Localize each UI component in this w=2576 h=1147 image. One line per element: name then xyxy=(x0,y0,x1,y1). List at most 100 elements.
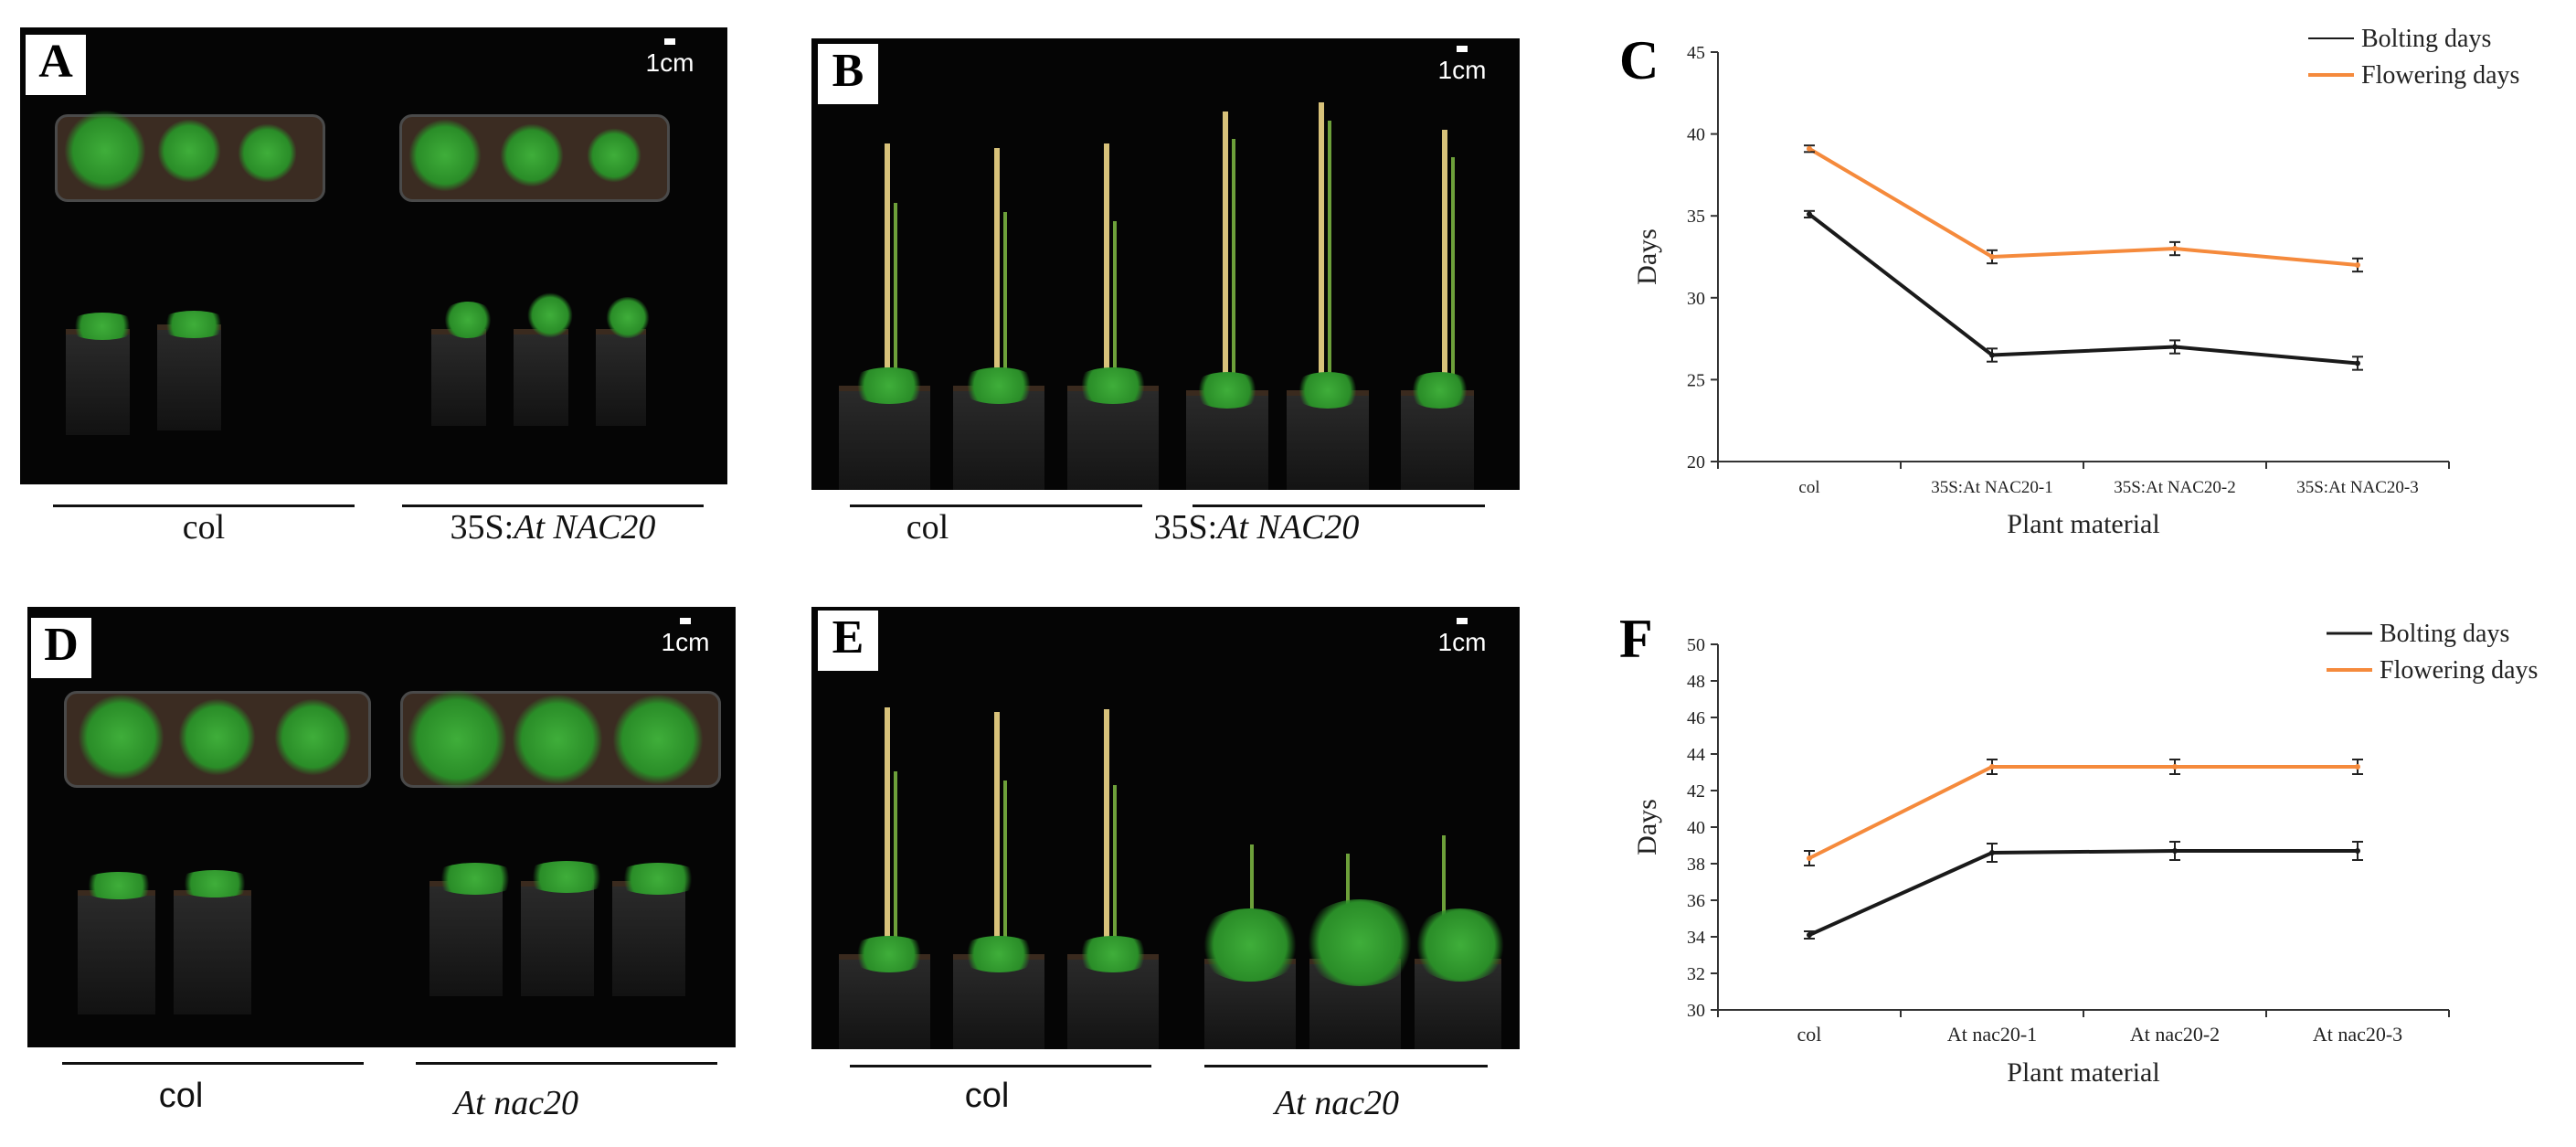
y-tick-label: 30 xyxy=(1687,1001,1705,1021)
legend-label: Bolting days xyxy=(2380,620,2509,648)
rosette xyxy=(174,870,256,897)
data-point xyxy=(1807,932,1812,938)
stake xyxy=(994,712,1000,982)
panel-a-transgenic-label: 35S:At NAC20 xyxy=(402,507,704,547)
shoot xyxy=(1451,157,1455,418)
data-point xyxy=(1807,211,1812,218)
shoot xyxy=(1442,835,1446,982)
data-point xyxy=(1989,850,1995,855)
x-tick-label: col xyxy=(1797,1023,1822,1046)
y-tick-label: 20 xyxy=(1687,452,1705,473)
y-tick-label: 42 xyxy=(1687,781,1705,802)
data-point xyxy=(1989,764,1995,770)
stake xyxy=(885,143,890,418)
x-tick-label: At nac20-3 xyxy=(2313,1023,2402,1046)
rosette xyxy=(429,863,521,895)
rosette xyxy=(157,119,221,183)
pot xyxy=(78,890,155,1014)
rosette xyxy=(605,297,651,338)
pot xyxy=(66,329,130,435)
panel-e-mutant-underline xyxy=(1204,1065,1488,1067)
rosette xyxy=(958,936,1040,972)
x-axis-label: Plant material xyxy=(2007,509,2159,539)
y-tick-label: 36 xyxy=(1687,891,1705,911)
rosette xyxy=(78,872,160,899)
shoot xyxy=(894,203,897,418)
pot xyxy=(157,324,221,430)
rosette xyxy=(407,689,507,790)
panel-b-col-label: col xyxy=(906,508,949,547)
pot xyxy=(174,890,251,1014)
stake xyxy=(1319,102,1324,422)
rosette xyxy=(848,936,930,972)
stake xyxy=(1104,143,1109,418)
legend-label: Bolting days xyxy=(2361,25,2491,53)
rosette xyxy=(521,861,612,893)
rosette xyxy=(440,302,495,338)
y-tick-label: 48 xyxy=(1687,672,1705,692)
panel-b-transgenic-underline xyxy=(1193,504,1485,507)
data-point xyxy=(2172,344,2178,350)
caption-gene: At NAC20 xyxy=(1217,508,1360,547)
series-line-flowering-days xyxy=(1807,147,2359,267)
panel-e-letter: E xyxy=(818,611,878,671)
panel-c-letter: C xyxy=(1619,30,1659,90)
shoot xyxy=(1003,212,1007,418)
series-line-flowering-days xyxy=(1808,765,2358,860)
panel-a-letter: A xyxy=(26,35,86,95)
pot xyxy=(521,881,594,996)
shoot xyxy=(1328,121,1331,418)
panel-b-scale-bar: 1cm xyxy=(1421,46,1503,85)
panel-d-col-label: col xyxy=(158,1077,204,1115)
y-tick-label: 30 xyxy=(1687,289,1705,309)
stake xyxy=(1223,112,1228,418)
panel-c-chart: 20 25 30 35 40 45 col 35S:At NAC20-1 35S:At NAC2… xyxy=(1632,25,2519,539)
panel-e-mutant-label: At nac20 xyxy=(1204,1083,1469,1123)
panel-f-chart: 30 32 34 36 38 40 42 44 46 48 50 col At nac20-1 At na… xyxy=(1632,620,2538,1088)
caption-gene: At nac20 xyxy=(453,1084,579,1122)
stake xyxy=(994,148,1000,418)
rosette xyxy=(238,123,297,183)
data-point xyxy=(1989,254,1995,260)
y-tick-label: 46 xyxy=(1687,708,1705,728)
panel-a-photo xyxy=(20,27,727,484)
rosette xyxy=(1191,372,1264,409)
stake xyxy=(1104,709,1109,983)
y-tick-label: 35 xyxy=(1687,207,1705,227)
legend-label: Flowering days xyxy=(2380,656,2538,685)
rosette xyxy=(612,694,704,785)
x-axis-label: Plant material xyxy=(2007,1057,2159,1088)
rosette xyxy=(157,311,230,338)
caption-prefix: 35S: xyxy=(1153,508,1218,547)
panel-f-letter: F xyxy=(1619,609,1653,669)
rosette xyxy=(408,119,482,192)
data-point xyxy=(2172,848,2178,854)
rosette xyxy=(78,694,164,781)
rosette xyxy=(500,123,564,187)
rosette xyxy=(848,367,930,404)
panel-a-col-underline xyxy=(53,504,355,507)
panel-d-mutant-underline xyxy=(416,1062,717,1065)
rosette xyxy=(1195,908,1305,982)
pot xyxy=(431,329,486,426)
y-tick-label: 34 xyxy=(1687,928,1705,948)
rosette xyxy=(527,292,573,338)
panel-e-col-label: col xyxy=(964,1077,1010,1115)
data-point xyxy=(2355,360,2360,366)
panel-b-transgenic-label: 35S:At NAC20 xyxy=(1106,507,1407,547)
shoot xyxy=(1003,781,1007,982)
rosette xyxy=(64,110,146,192)
y-tick-label: 25 xyxy=(1687,370,1705,390)
x-tick-label: At nac20-1 xyxy=(1947,1023,2037,1046)
x-tick-label: 35S:At NAC20-2 xyxy=(2114,478,2236,497)
rosette xyxy=(1072,367,1154,404)
data-point xyxy=(2172,764,2178,770)
x-tick-label: 35S:At NAC20-3 xyxy=(2296,478,2419,497)
y-tick-label: 44 xyxy=(1687,745,1705,765)
caption-gene: At nac20 xyxy=(1274,1084,1400,1122)
caption-gene: At NAC20 xyxy=(514,508,656,547)
panel-d-letter: D xyxy=(31,618,91,678)
panel-e-photo xyxy=(811,607,1520,1049)
data-point xyxy=(2355,261,2360,268)
y-tick-label: 40 xyxy=(1687,125,1705,145)
